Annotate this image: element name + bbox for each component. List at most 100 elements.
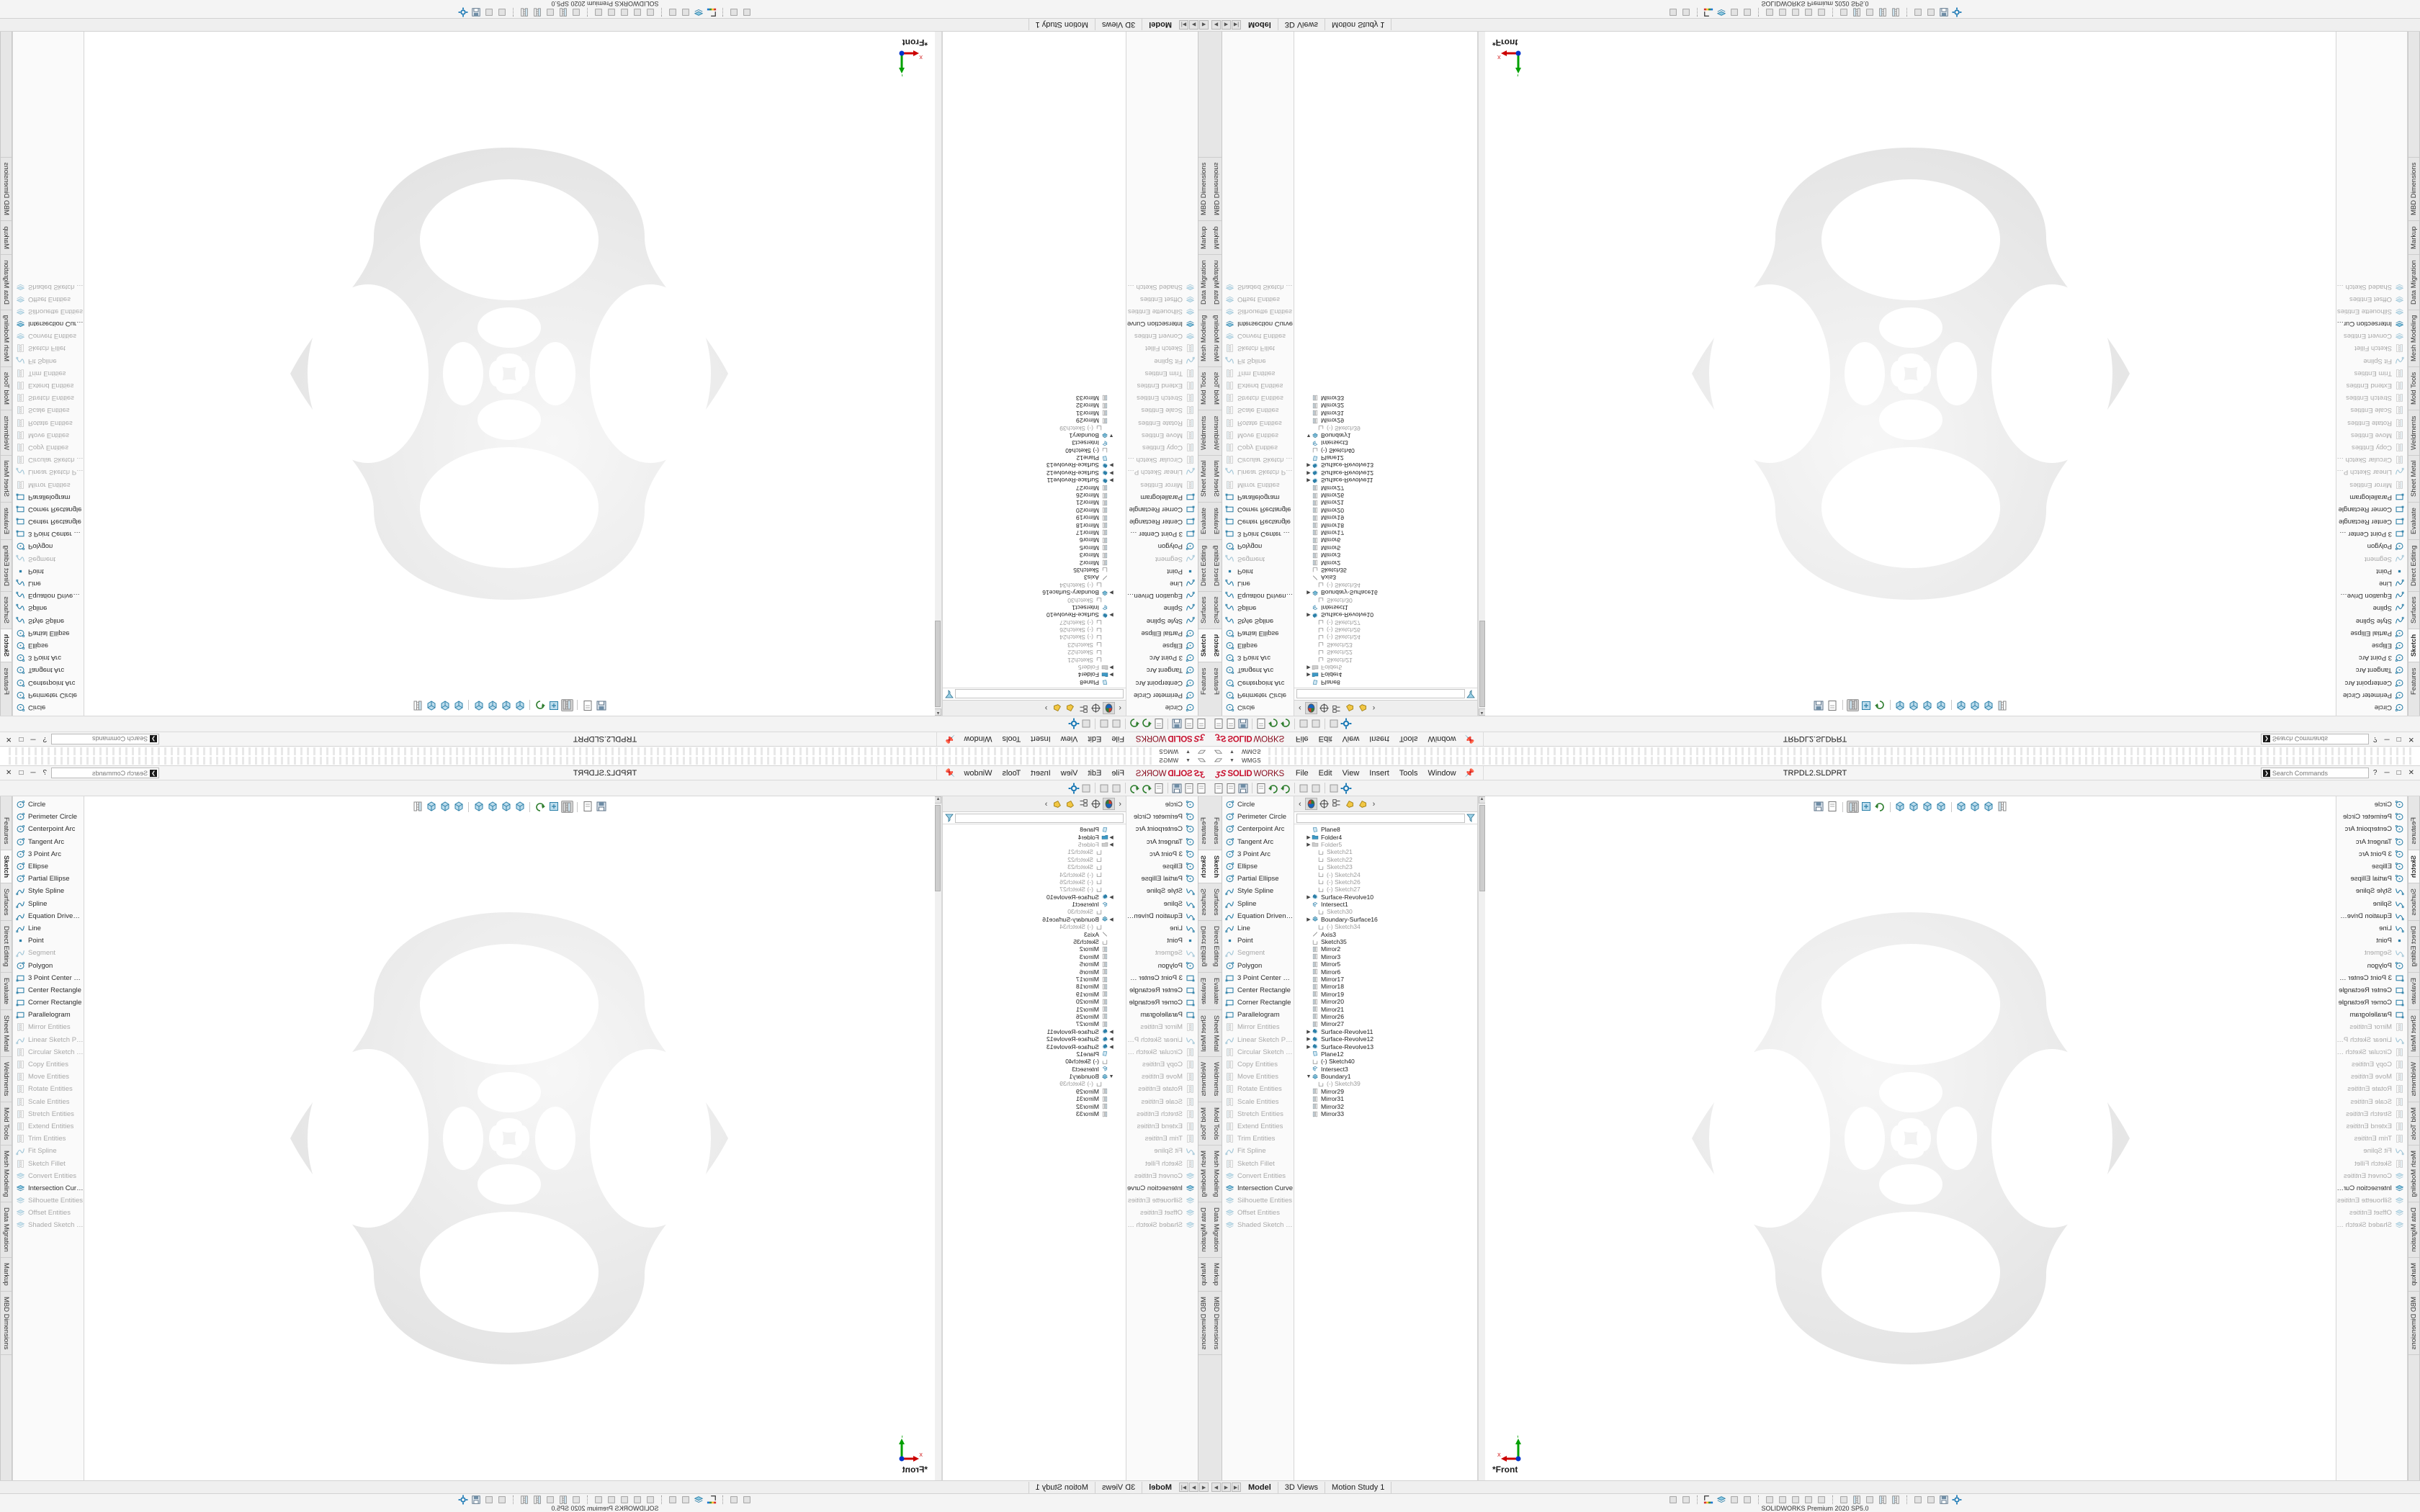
- feature-tree-item[interactable]: Mirror29: [1294, 1088, 1477, 1095]
- tab-nav-next[interactable]: ▶: [1189, 1482, 1198, 1492]
- menu-file[interactable]: File: [1111, 734, 1125, 744]
- sketch-tool-3-point-arc[interactable]: 3 Point Arc: [13, 652, 84, 664]
- feature-tree-item[interactable]: Mirror5: [1294, 960, 1477, 968]
- cm-tab-markup[interactable]: Markup: [2408, 220, 2419, 254]
- cm-tab-direct-editing[interactable]: Direct Editing: [2408, 539, 2419, 591]
- sketch-tool-centerpoint-arc[interactable]: Centerpoint Arc: [1222, 676, 1294, 688]
- sketch-tool-partial-ellipse[interactable]: Partial Ellipse: [1126, 627, 1198, 639]
- save-icon[interactable]: [1237, 783, 1249, 794]
- tree-expand-arrow[interactable]: ▶: [1109, 842, 1113, 847]
- zoom-to-fit-icon[interactable]: [561, 801, 574, 813]
- new-document-icon[interactable]: [1213, 719, 1224, 730]
- units-icon[interactable]: [545, 8, 555, 18]
- sketch-tool-point[interactable]: Point: [2336, 565, 2407, 577]
- sketch-tool-tangent-arc[interactable]: Tangent Arc: [2336, 836, 2407, 848]
- cm-tab-mold-tools[interactable]: Mold Tools: [1198, 1102, 1210, 1146]
- feature-tree-item[interactable]: Mirror6: [1294, 968, 1477, 976]
- menu-tools[interactable]: Tools: [1002, 768, 1021, 778]
- sketch-tool-tangent-arc[interactable]: Tangent Arc: [1126, 836, 1198, 848]
- sketch-tool-perimeter-circle[interactable]: Perimeter Circle: [1222, 811, 1294, 823]
- tree-expand-arrow[interactable]: ▼: [1108, 1074, 1114, 1079]
- cm-tab-features[interactable]: Features: [1, 662, 12, 700]
- feature-tree-item[interactable]: (-) Sketch40: [1294, 1058, 1477, 1065]
- print-icon[interactable]: [1255, 719, 1267, 730]
- feature-tree-item[interactable]: Mirror17: [943, 529, 1126, 536]
- sketch-tool-line[interactable]: Line: [1126, 922, 1198, 935]
- sketch-tool-equation-driven-curve[interactable]: Equation Driven Curve: [13, 910, 84, 922]
- feature-tree-item[interactable]: Mirror3: [1294, 552, 1477, 559]
- sketch-tool-spline[interactable]: Spline: [1222, 602, 1294, 614]
- tree-expand-arrow[interactable]: ▼: [1306, 433, 1312, 438]
- color-scale-icon[interactable]: [1891, 8, 1901, 18]
- tree-expand-arrow[interactable]: ▶: [1109, 917, 1113, 922]
- edit-part-icon[interactable]: [1681, 8, 1691, 18]
- menu-insert[interactable]: Insert: [1369, 734, 1389, 744]
- feature-tree-item[interactable]: Axis3: [1294, 574, 1477, 581]
- wireframe-icon[interactable]: [681, 8, 691, 18]
- sketch-tool-3-point-arc[interactable]: 3 Point Arc: [2336, 848, 2407, 860]
- cm-tab-markup[interactable]: Markup: [1210, 220, 1222, 254]
- feature-tree-list[interactable]: Plane8 ▶ Folder4 ▶ Folder5 Sketch21 Sketch22 Sk…: [1294, 32, 1477, 688]
- feature-tree-item[interactable]: (-) Sketch26: [1294, 878, 1477, 886]
- sketch-tool-circle[interactable]: Circle: [2336, 798, 2407, 811]
- cm-tab-sheet-metal[interactable]: Sheet Metal: [1198, 454, 1210, 503]
- cm-tab-sheet-metal[interactable]: Sheet Metal: [2408, 1009, 2419, 1058]
- cm-tab-surfaces[interactable]: Surfaces: [1, 590, 12, 629]
- new-document-icon[interactable]: [1213, 783, 1224, 794]
- feature-tree-item[interactable]: Mirror32: [943, 1102, 1126, 1110]
- open-document-icon[interactable]: [1225, 719, 1237, 730]
- tangency-icon[interactable]: [606, 8, 617, 18]
- feature-tree-item[interactable]: Mirror33: [943, 1110, 1126, 1117]
- feature-tree-item[interactable]: Mirror3: [943, 953, 1126, 960]
- feature-tree-item[interactable]: Mirror31: [1294, 1095, 1477, 1102]
- menu-tools[interactable]: Tools: [1399, 734, 1418, 744]
- edit-appearance-icon[interactable]: [453, 699, 465, 711]
- pin-menu-icon[interactable]: 📌: [945, 769, 956, 778]
- sketch-status-icon[interactable]: [1668, 8, 1678, 18]
- tree-expand-arrow[interactable]: ▶: [1307, 1037, 1311, 1043]
- sketch-tool-style-spline[interactable]: Style Spline: [1126, 615, 1198, 627]
- sketch-tool-perimeter-circle[interactable]: Perimeter Circle: [2336, 689, 2407, 701]
- mirror-status-icon[interactable]: [1878, 8, 1888, 18]
- pin-menu-icon[interactable]: 📌: [1464, 734, 1475, 743]
- feature-tree-item[interactable]: ▶ Surface-Revolve10: [1294, 611, 1477, 618]
- feature-tree-item[interactable]: ▶ Surface-Revolve12: [943, 1035, 1126, 1043]
- feature-tree-item[interactable]: Plane8: [1294, 679, 1477, 686]
- pin-menu-icon[interactable]: 📌: [945, 734, 956, 743]
- feature-tree-item[interactable]: Axis3: [1294, 930, 1477, 938]
- sketch-tool-ellipse[interactable]: Ellipse: [1126, 639, 1198, 652]
- sketch-tool-perimeter-circle[interactable]: Perimeter Circle: [1222, 689, 1294, 701]
- tree-expand-arrow[interactable]: ▶: [1109, 1044, 1113, 1050]
- wireframe-icon[interactable]: [681, 1495, 691, 1505]
- zoom-to-fit-icon[interactable]: [1846, 699, 1859, 711]
- dimxpert-manager-icon[interactable]: [1344, 798, 1356, 810]
- minimize-button[interactable]: ─: [2384, 769, 2390, 777]
- mirror-status-icon[interactable]: [1878, 1495, 1888, 1505]
- feature-tree-item[interactable]: ▶ Surface-Revolve12: [1294, 469, 1477, 477]
- previous-view-icon[interactable]: [534, 801, 547, 813]
- redo-icon[interactable]: [1129, 783, 1140, 794]
- cm-tab-mesh-modeling[interactable]: Mesh Modeling: [1, 309, 12, 367]
- sketch-status-icon[interactable]: [742, 8, 752, 18]
- tab-3d-views[interactable]: 3D Views: [1278, 19, 1326, 31]
- sketch-tool-ellipse[interactable]: Ellipse: [13, 639, 84, 652]
- feature-tree-item[interactable]: ▶ Folder5: [1294, 841, 1477, 848]
- sketch-tool-point[interactable]: Point: [2336, 935, 2407, 947]
- cm-tab-surfaces[interactable]: Surfaces: [1210, 883, 1222, 922]
- scale-icon[interactable]: [1852, 8, 1862, 18]
- color-scale-icon[interactable]: [519, 8, 529, 18]
- shaded-icon[interactable]: [694, 1495, 704, 1505]
- feature-tree-item[interactable]: Mirror31: [943, 1095, 1126, 1102]
- menu-window[interactable]: Window: [964, 768, 992, 778]
- cm-tab-direct-editing[interactable]: Direct Editing: [1198, 921, 1210, 973]
- feature-tree-item[interactable]: Mirror26: [943, 492, 1126, 499]
- menu-file[interactable]: File: [1295, 768, 1309, 778]
- rebuild-icon[interactable]: [1098, 719, 1110, 730]
- cm-tab-evaluate[interactable]: Evaluate: [1198, 502, 1210, 540]
- sketch-tool-spline[interactable]: Spline: [2336, 898, 2407, 910]
- sketch-tool-partial-ellipse[interactable]: Partial Ellipse: [1222, 873, 1294, 885]
- minimize-button[interactable]: ─: [2384, 735, 2390, 743]
- shaded-icon[interactable]: [1716, 8, 1726, 18]
- feature-tree-item[interactable]: Mirror20: [1294, 998, 1477, 1005]
- feature-tree-item[interactable]: (-) Sketch27: [1294, 886, 1477, 893]
